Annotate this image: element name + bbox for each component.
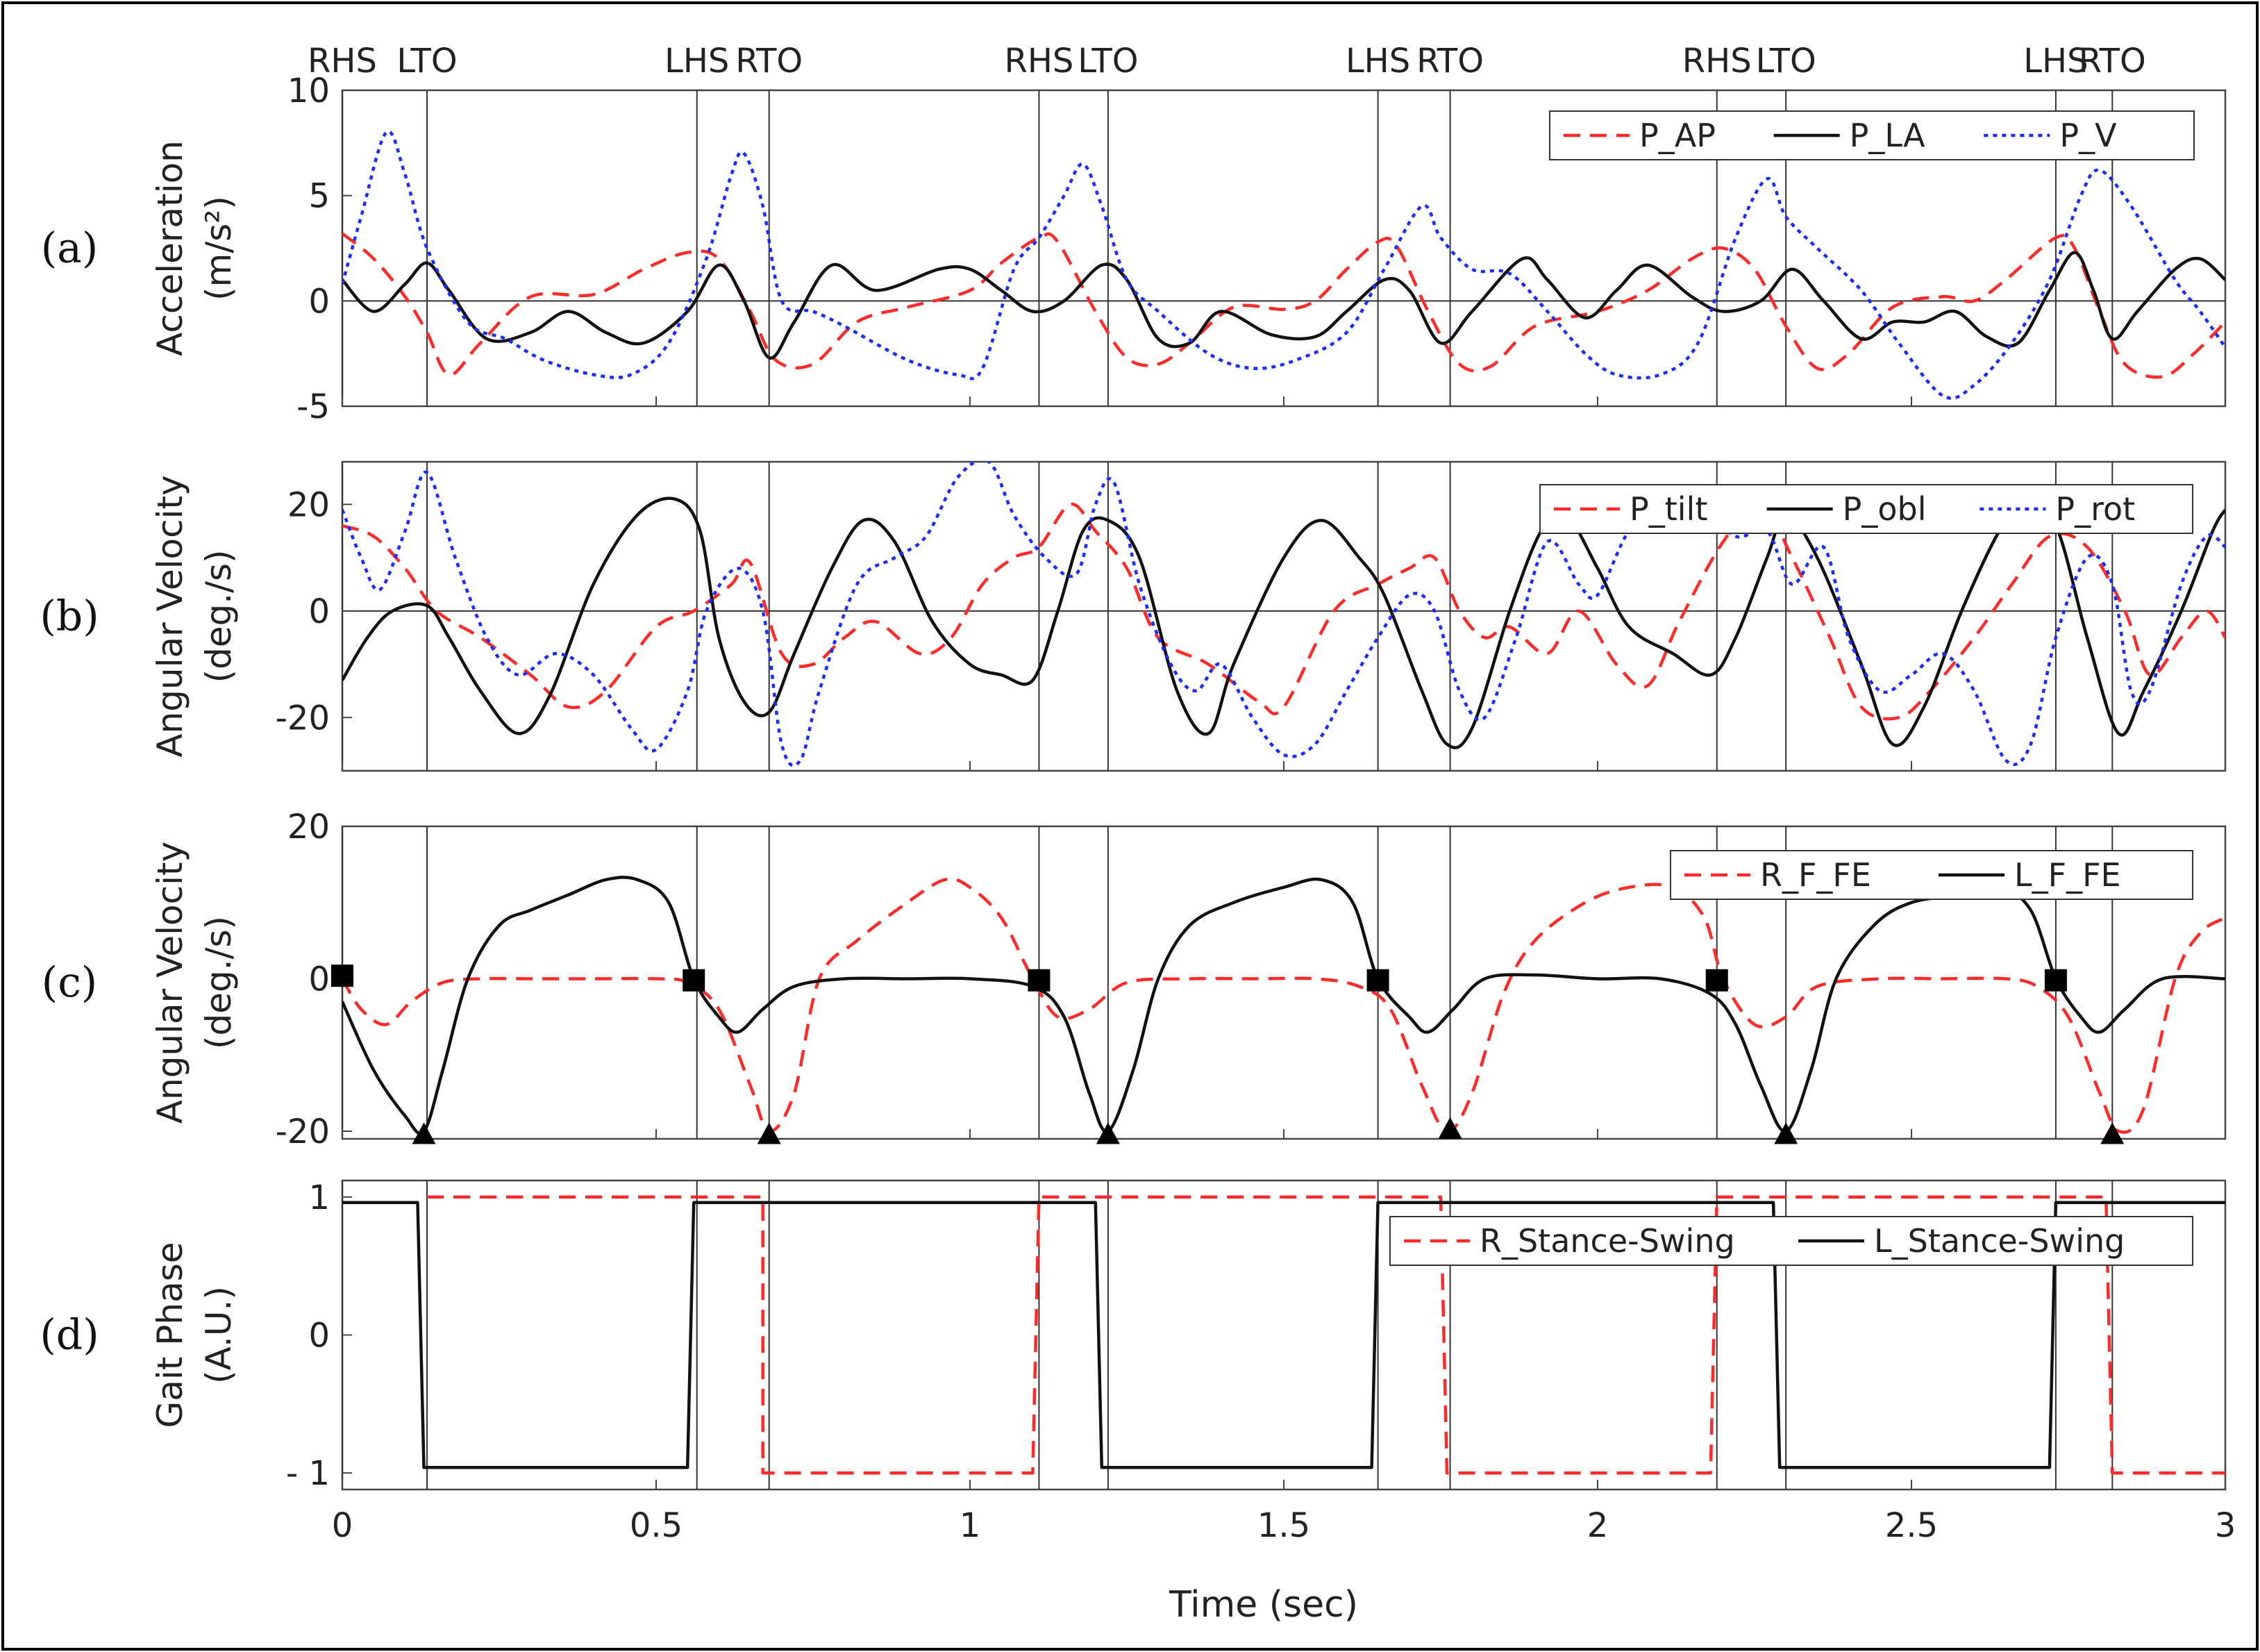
legend-box [1549,110,2195,160]
panels: RHS LTO LHS RTO RHS LTO LHS RTO RHS LTO LHSRTO1050… [40,42,2236,1545]
series-group [342,1195,2225,1475]
x-axis-label: Time (sec) [1169,1584,1358,1626]
legend-label: P_tilt [1630,490,1707,528]
event-label-rto: RTO [735,42,803,81]
heel-strike-marker [331,965,353,987]
y-axis-unit: (deg./s) [199,549,239,683]
series-line-p-obl [342,497,2225,749]
heel-strike-marker [1028,969,1051,992]
legend-label: P_LA [1850,117,1925,154]
y-tick-label: 20 [287,808,330,846]
series-line-r-f-fe [342,877,2225,1134]
panel-a: 10 5 0 -5 P_AP P_LA P_V Acceleration (m/s²) (a) [41,72,2227,426]
legend-label: R_F_FE [1760,856,1871,894]
event-label-rhs: RHS [308,42,377,81]
y-tick-label: 0 [308,282,330,321]
y-tick-label: 10 [287,72,330,110]
toe-off-marker [2100,1122,2125,1144]
series-line-r-stance-swing [427,1195,2225,1475]
legend: P_tilt P_obl P_rot [1539,484,2193,534]
heel-strike-marker [1705,969,1728,992]
legend-label: P_obl [1843,490,1927,528]
series-line-p-ap [342,232,2225,379]
legend-label: R_Stance-Swing [1480,1222,1735,1260]
y-tick-label: 0 [308,592,330,631]
event-label-rto: RTO [1416,42,1484,81]
y-axis-label: Angular Velocity [150,475,190,757]
series-line-l-f-fe [342,876,2225,1135]
legend-label: L_Stance-Swing [1874,1222,2125,1260]
heel-strike-marker [683,969,705,992]
y-tick-label: -20 [276,699,330,737]
heel-strike-marker [1366,969,1389,992]
y-axis-unit: (A.U.) [199,1286,239,1384]
panel-label: (c) [42,958,97,1007]
y-tick-label: 0 [308,960,330,999]
toe-off-marker [757,1122,781,1144]
event-label-lhs: LHS [2023,42,2088,81]
event-label-rhs: RHS [1682,42,1752,81]
toe-off-marker [412,1122,436,1144]
event-label-lhs: LHS [1346,42,1410,81]
event-label-lto: LTO [1078,42,1138,81]
legend-label: L_F_FE [2014,856,2121,894]
toe-off-marker [1774,1122,1798,1144]
legend: R_Stance-Swing L_Stance-Swing [1389,1216,2193,1266]
legend: P_AP P_LA P_V [1549,110,2195,160]
toe-off-marker [1438,1117,1462,1139]
event-label-lhs: LHS [664,42,729,81]
y-axis-label: Acceleration [150,140,190,356]
x-tick-label: 0 [332,1506,353,1545]
y-tick-label: 5 [308,177,330,216]
panel-label: (a) [41,224,99,273]
series-line-p-v [342,129,2225,400]
x-tick-label: 1 [960,1506,981,1545]
series-group [342,129,2225,400]
event-label-lto: LTO [1756,42,1816,81]
legend-label: P_V [2059,117,2117,154]
series-group [342,462,2225,767]
series-line-p-rot [342,462,2225,767]
x-tick-label: 3 [2215,1506,2236,1545]
legend-box [1670,850,2193,900]
panel-b: 20 0 -20 P_tilt P_obl P_rot Angular Velocity (d… [40,460,2227,772]
heel-strike-marker [2044,969,2067,992]
x-tick-label: 0.5 [630,1506,683,1545]
legend-box [1539,484,2193,534]
series-line-p-la [342,251,2225,360]
toe-off-marker [1096,1122,1120,1144]
legend: R_F_FE L_F_FE [1670,850,2193,900]
panel-c: 20 0 -20 R_F_FE L_F_FE Angular Velocity (deg./… [42,808,2227,1151]
y-tick-label: -20 [276,1112,330,1151]
legend-label: P_rot [2055,490,2135,528]
y-tick-label: - 1 [286,1454,330,1493]
legend-box [1389,1216,2193,1266]
y-axis-unit: (m/s²) [199,196,239,301]
event-label-rhs: RHS [1004,42,1073,81]
x-tick-label: 1.5 [1257,1506,1310,1545]
series-group [342,876,2225,1135]
panel-label: (b) [40,592,99,641]
series-line-l-stance-swing [342,1201,2225,1469]
event-label-rto: RTO [2079,42,2146,81]
panel-d: 10- 10 0.5 1 1.5 2 2.5 3R_Stance-Swing L_Stance… [40,1178,2236,1545]
legend-label: P_AP [1639,117,1716,154]
event-label-lto: LTO [396,42,457,81]
panel-label: (d) [40,1311,99,1360]
y-axis-unit: (deg./s) [199,916,239,1049]
y-tick-label: 1 [308,1178,330,1217]
y-tick-label: 0 [308,1317,330,1355]
y-tick-label: 20 [287,485,330,524]
y-axis-label: Angular Velocity [150,842,190,1124]
x-tick-label: 2.5 [1885,1506,1938,1545]
x-tick-label: 2 [1587,1506,1609,1545]
y-tick-label: -5 [296,387,330,426]
y-axis-label: Gait Phase [150,1242,190,1428]
